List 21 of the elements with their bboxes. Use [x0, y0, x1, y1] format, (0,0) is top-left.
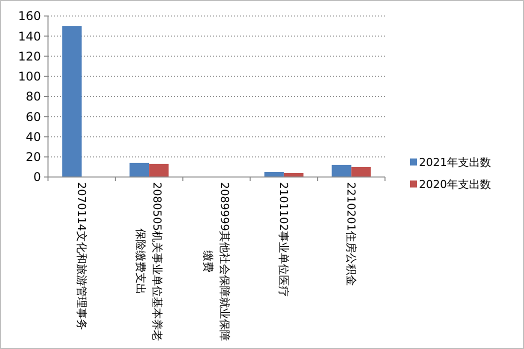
x-tick-label: 2089999其他社会保障就业保障缴费 [201, 182, 231, 342]
legend-label: 2021年支出数 [419, 156, 491, 169]
y-tick-label: 140 [18, 29, 41, 44]
x-tick-label: 2101102事业单位医疗 [277, 182, 290, 298]
y-tick-label: 40 [26, 130, 41, 144]
bar [351, 166, 371, 177]
y-tick-label: 60 [26, 110, 41, 124]
bar [130, 162, 150, 177]
bar [62, 26, 82, 177]
y-tick-label: 120 [18, 49, 41, 64]
legend-label: 2020年支出数 [419, 178, 491, 191]
y-tick-label: 160 [18, 9, 41, 24]
y-tick-label: 20 [26, 150, 41, 164]
x-tick-label: 2070114文化和旅游管理事务 [74, 182, 88, 330]
y-tick-label: 80 [26, 90, 41, 104]
y-tick-label: 0 [33, 170, 41, 184]
x-tick-label: 2080505机关事业单位基本养老保险缴费支出 [134, 182, 164, 342]
y-tick-label: 100 [18, 70, 41, 84]
x-tick-label: 2210201住房公积金 [344, 182, 358, 286]
bar [149, 164, 169, 177]
bar [332, 164, 352, 177]
